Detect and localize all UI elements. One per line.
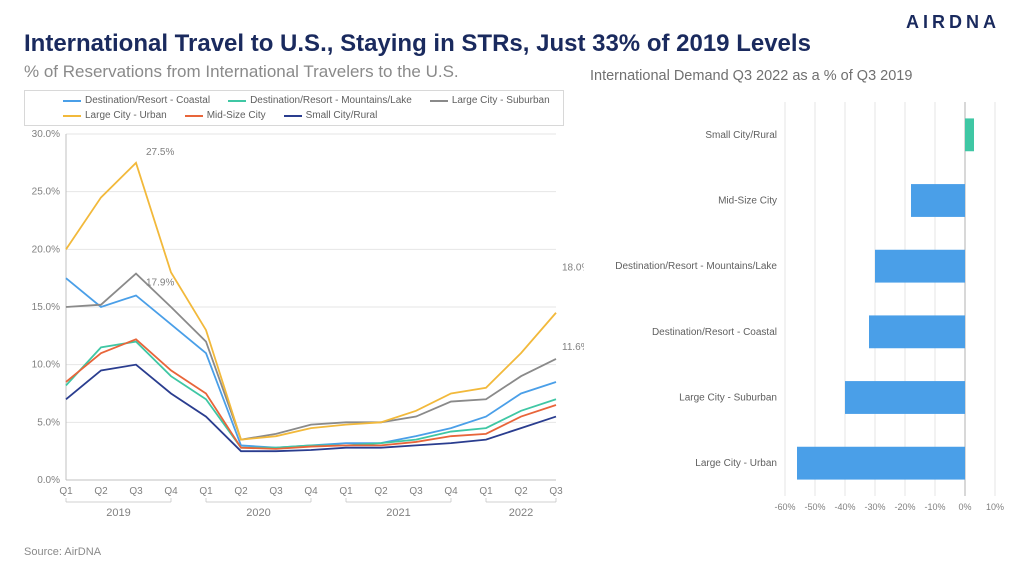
svg-text:Mid-Size City: Mid-Size City xyxy=(718,196,777,207)
svg-text:17.9%: 17.9% xyxy=(146,278,174,289)
svg-text:2022: 2022 xyxy=(509,507,533,519)
svg-text:Q3: Q3 xyxy=(129,486,143,497)
bar-chart-subtitle: International Demand Q3 2022 as a % of Q… xyxy=(590,68,912,84)
svg-text:Q3: Q3 xyxy=(269,486,283,497)
line-chart-legend: Destination/Resort - Coastal Destination/… xyxy=(24,90,564,126)
svg-text:11.6%: 11.6% xyxy=(562,342,584,353)
svg-text:10%: 10% xyxy=(986,502,1004,512)
source-text: Source: AirDNA xyxy=(24,546,101,558)
svg-text:2019: 2019 xyxy=(106,507,130,519)
svg-text:Q2: Q2 xyxy=(234,486,248,497)
svg-text:20.0%: 20.0% xyxy=(32,244,60,255)
svg-text:Q2: Q2 xyxy=(514,486,528,497)
svg-text:Q1: Q1 xyxy=(199,486,213,497)
svg-text:-60%: -60% xyxy=(774,502,795,512)
line-chart: Destination/Resort - Coastal Destination/… xyxy=(24,90,584,520)
bar-chart: -60% -50% -40% -30% -20% -10% 0% 10% Small City/… xyxy=(595,92,1005,522)
svg-text:Q3: Q3 xyxy=(549,486,563,497)
legend-item: Large City - Urban xyxy=(63,110,167,121)
svg-text:Q3: Q3 xyxy=(409,486,423,497)
svg-text:-30%: -30% xyxy=(864,502,885,512)
bar-chart-svg: -60% -50% -40% -30% -20% -10% 0% 10% Small City/… xyxy=(595,92,1005,522)
page-title: International Travel to U.S., Staying in… xyxy=(24,30,811,58)
legend-item: Destination/Resort - Coastal xyxy=(63,95,210,106)
svg-text:Destination/Resort - Mountains: Destination/Resort - Mountains/Lake xyxy=(615,261,777,272)
legend-item: Mid-Size City xyxy=(185,110,266,121)
svg-text:2021: 2021 xyxy=(386,507,410,519)
svg-text:Large City - Suburban: Large City - Suburban xyxy=(679,393,777,404)
svg-text:Q4: Q4 xyxy=(444,486,458,497)
legend-item: Large City - Suburban xyxy=(430,95,550,106)
logo: AIRDNA xyxy=(906,12,1000,33)
svg-text:-50%: -50% xyxy=(804,502,825,512)
svg-text:Small City/Rural: Small City/Rural xyxy=(705,130,777,141)
svg-text:5.0%: 5.0% xyxy=(37,417,60,428)
svg-text:-10%: -10% xyxy=(924,502,945,512)
svg-text:-40%: -40% xyxy=(834,502,855,512)
svg-text:25.0%: 25.0% xyxy=(32,187,60,198)
svg-text:Q2: Q2 xyxy=(94,486,108,497)
svg-text:Q1: Q1 xyxy=(59,486,73,497)
svg-text:Destination/Resort - Coastal: Destination/Resort - Coastal xyxy=(652,327,777,338)
legend-item: Destination/Resort - Mountains/Lake xyxy=(228,95,412,106)
svg-text:Large City - Urban: Large City - Urban xyxy=(695,458,777,469)
line-chart-svg: 0.0% 5.0% 10.0% 15.0% 20.0% 25.0% 30.0% Q1 Q2 Q3 Q… xyxy=(24,126,584,526)
svg-text:10.0%: 10.0% xyxy=(32,360,60,371)
svg-text:0.0%: 0.0% xyxy=(37,475,60,486)
svg-text:0%: 0% xyxy=(958,502,971,512)
svg-text:Q4: Q4 xyxy=(304,486,318,497)
svg-text:Q4: Q4 xyxy=(164,486,178,497)
svg-text:18.0%: 18.0% xyxy=(562,262,584,273)
svg-text:15.0%: 15.0% xyxy=(32,302,60,313)
svg-text:2020: 2020 xyxy=(246,507,270,519)
svg-text:Q1: Q1 xyxy=(339,486,353,497)
svg-text:Q1: Q1 xyxy=(479,486,493,497)
svg-text:30.0%: 30.0% xyxy=(32,129,60,140)
svg-text:-20%: -20% xyxy=(894,502,915,512)
legend-item: Small City/Rural xyxy=(284,110,378,121)
line-chart-subtitle: % of Reservations from International Tra… xyxy=(24,62,459,82)
svg-text:Q2: Q2 xyxy=(374,486,388,497)
svg-text:27.5%: 27.5% xyxy=(146,147,174,158)
